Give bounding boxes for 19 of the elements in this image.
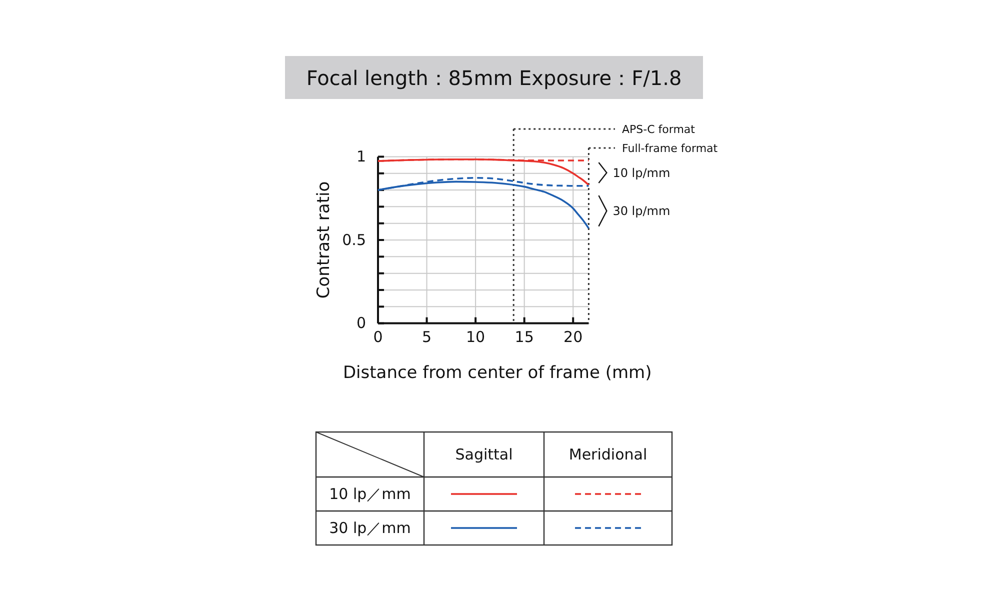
text: 10 lp／mm bbox=[329, 485, 411, 503]
ref-line-label: Full-frame format bbox=[622, 142, 718, 155]
y-tick-label: 0.5 bbox=[342, 230, 366, 249]
text: Meridional bbox=[568, 446, 648, 464]
chart-title: Focal length：85mm Exposure：F/1.8 bbox=[306, 66, 682, 90]
x-tick-label: 0 bbox=[373, 328, 383, 346]
x-tick-label: 15 bbox=[514, 328, 534, 346]
x-axis-title: Distance from center of frame (mm) bbox=[342, 363, 652, 383]
x-tick-label: 5 bbox=[422, 328, 432, 346]
x-tick-label: 20 bbox=[564, 328, 583, 346]
y-tick-label: 0 bbox=[356, 314, 366, 332]
x-tick-label: 10 bbox=[466, 328, 486, 346]
text: Sagittal bbox=[455, 446, 513, 464]
text: 30 lp／mm bbox=[329, 519, 411, 537]
text: 10 lp/mm bbox=[612, 166, 670, 180]
ref-line-label: APS-C format bbox=[622, 123, 696, 136]
y-tick-label: 1 bbox=[356, 148, 366, 166]
y-axis-title: Contrast ratio bbox=[314, 181, 334, 299]
text: 30 lp/mm bbox=[612, 204, 670, 218]
